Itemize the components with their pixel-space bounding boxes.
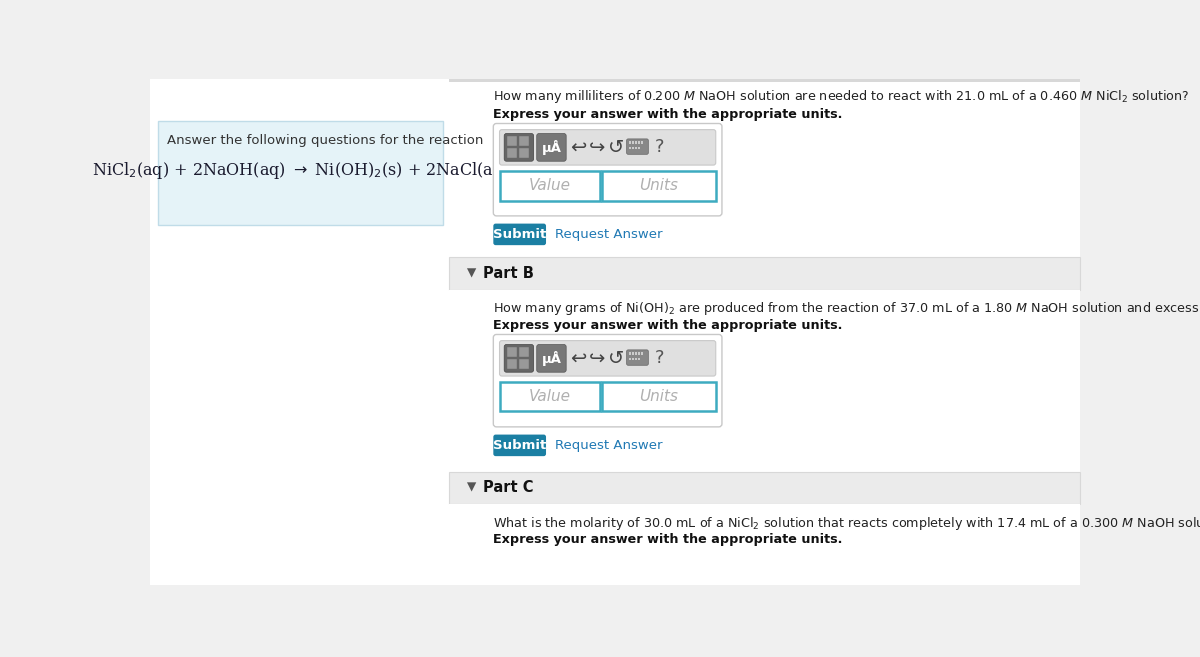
Bar: [602, 171, 715, 200]
Bar: [629, 352, 630, 355]
Bar: [449, 79, 1080, 585]
FancyBboxPatch shape: [626, 350, 648, 365]
FancyBboxPatch shape: [626, 139, 648, 154]
Text: Express your answer with the appropriate units.: Express your answer with the appropriate…: [493, 319, 842, 332]
Bar: [449, 79, 1080, 82]
Text: ↺: ↺: [607, 138, 624, 157]
Text: Request Answer: Request Answer: [554, 439, 662, 452]
Bar: [635, 357, 637, 360]
Text: Express your answer with the appropriate units.: Express your answer with the appropriate…: [493, 533, 842, 546]
Bar: [449, 504, 1080, 585]
Bar: [635, 147, 637, 149]
Polygon shape: [467, 482, 476, 491]
Text: ↺: ↺: [607, 349, 624, 368]
Bar: [150, 79, 449, 585]
Bar: [518, 347, 529, 357]
Text: ?: ?: [655, 139, 665, 156]
Text: Units: Units: [640, 390, 678, 404]
Text: ↪: ↪: [589, 349, 605, 368]
Bar: [518, 359, 529, 369]
Bar: [641, 352, 643, 355]
Text: Submit: Submit: [493, 228, 546, 241]
Bar: [638, 147, 640, 149]
FancyBboxPatch shape: [493, 124, 722, 216]
Text: How many grams of Ni(OH)$_2$ are produced from the reaction of 37.0 mL of a 1.80: How many grams of Ni(OH)$_2$ are produce…: [493, 300, 1200, 317]
Bar: [629, 141, 630, 143]
Bar: [449, 258, 1080, 290]
Text: Request Answer: Request Answer: [554, 228, 662, 241]
FancyBboxPatch shape: [536, 133, 566, 161]
Bar: [499, 382, 600, 411]
Text: Part C: Part C: [484, 480, 534, 495]
Bar: [506, 136, 516, 146]
Bar: [629, 147, 630, 149]
Bar: [449, 472, 1080, 504]
Text: ?: ?: [655, 350, 665, 367]
FancyBboxPatch shape: [504, 344, 534, 373]
Bar: [449, 290, 1080, 474]
Bar: [635, 352, 637, 355]
Bar: [629, 357, 630, 360]
Text: NiCl$_2$(aq) + 2NaOH(aq) $\rightarrow$ Ni(OH)$_2$(s) + 2NaCl(aq): NiCl$_2$(aq) + 2NaOH(aq) $\rightarrow$ N…: [92, 160, 510, 181]
Bar: [632, 357, 634, 360]
Bar: [632, 352, 634, 355]
Text: Value: Value: [529, 178, 571, 193]
Text: What is the molarity of 30.0 mL of a NiCl$_2$ solution that reacts completely wi: What is the molarity of 30.0 mL of a NiC…: [493, 514, 1200, 532]
Bar: [506, 148, 516, 158]
Text: Answer the following questions for the reaction: Answer the following questions for the r…: [167, 134, 484, 147]
Bar: [506, 347, 516, 357]
FancyBboxPatch shape: [499, 129, 715, 165]
Bar: [641, 141, 643, 143]
Bar: [449, 79, 1080, 585]
Text: Submit: Submit: [493, 439, 546, 452]
Polygon shape: [467, 268, 476, 277]
Bar: [632, 147, 634, 149]
FancyBboxPatch shape: [493, 434, 546, 456]
Bar: [638, 141, 640, 143]
Bar: [157, 121, 443, 225]
FancyBboxPatch shape: [493, 223, 546, 245]
FancyBboxPatch shape: [499, 340, 715, 376]
Bar: [506, 359, 516, 369]
Text: ↪: ↪: [589, 138, 605, 157]
Bar: [632, 141, 634, 143]
Text: Units: Units: [640, 178, 678, 193]
Bar: [518, 136, 529, 146]
FancyBboxPatch shape: [493, 334, 722, 427]
Bar: [635, 141, 637, 143]
Text: Part B: Part B: [484, 266, 534, 281]
Bar: [518, 148, 529, 158]
Bar: [499, 171, 600, 200]
Bar: [150, 79, 449, 585]
FancyBboxPatch shape: [504, 133, 534, 161]
Bar: [602, 382, 715, 411]
Text: Value: Value: [529, 390, 571, 404]
Text: How many milliliters of 0.200 $M$ NaOH solution are needed to react with 21.0 mL: How many milliliters of 0.200 $M$ NaOH s…: [493, 88, 1190, 105]
Bar: [638, 357, 640, 360]
Text: μÅ: μÅ: [541, 351, 562, 366]
Text: ↩: ↩: [570, 138, 587, 157]
Text: μÅ: μÅ: [541, 140, 562, 155]
Text: ↩: ↩: [570, 349, 587, 368]
Text: Express your answer with the appropriate units.: Express your answer with the appropriate…: [493, 108, 842, 121]
Bar: [638, 352, 640, 355]
FancyBboxPatch shape: [536, 344, 566, 373]
